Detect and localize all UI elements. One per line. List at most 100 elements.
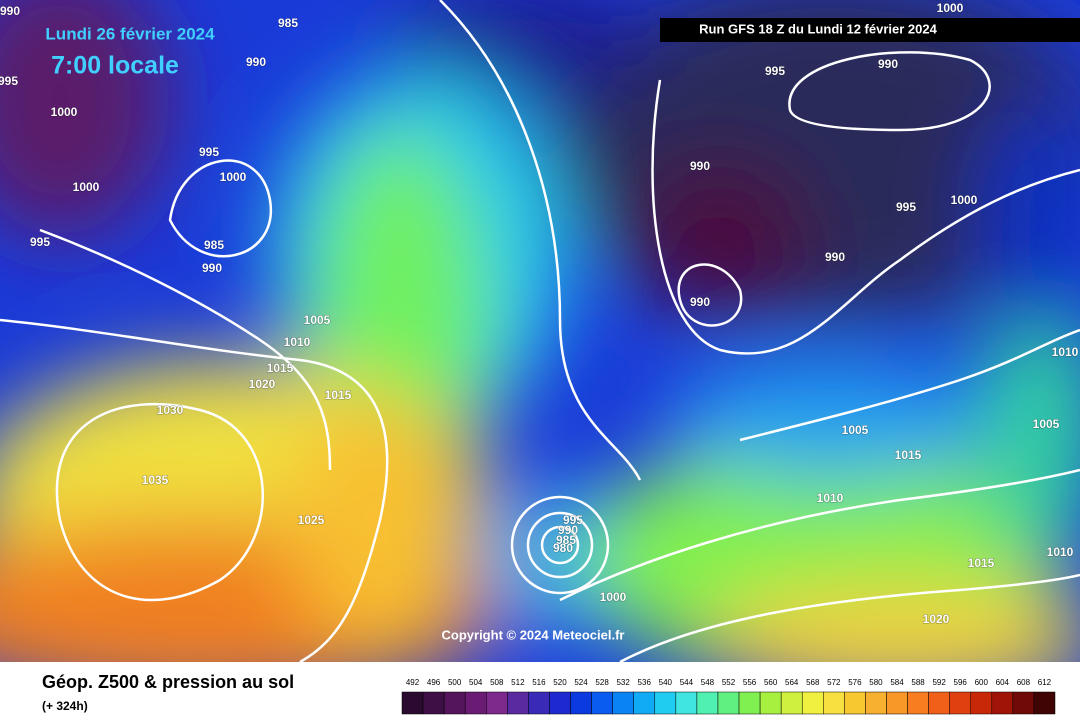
colorbar-swatch — [676, 692, 697, 714]
colorbar-label: 564 — [785, 678, 799, 687]
colorbar-label: 556 — [743, 678, 757, 687]
isobar-label: 995 — [199, 145, 219, 159]
colorbar-label: 612 — [1038, 678, 1052, 687]
colorbar-swatch — [844, 692, 865, 714]
colorbar-swatch — [739, 692, 760, 714]
colorbar-label: 588 — [911, 678, 925, 687]
colorbar-swatch — [507, 692, 528, 714]
isobar-label: 985 — [278, 16, 298, 30]
isobar-label: 990 — [825, 250, 845, 264]
colorbar-swatch — [592, 692, 613, 714]
colorbar-swatch — [423, 692, 444, 714]
colorbar-swatch — [971, 692, 992, 714]
isobar-label: 1000 — [73, 180, 100, 194]
colorbar-swatch — [908, 692, 929, 714]
isobar-label: 995 — [765, 64, 785, 78]
isobar-label: 1030 — [157, 403, 184, 417]
colorbar-swatch — [613, 692, 634, 714]
isobar-label: 1000 — [220, 170, 247, 184]
date-label: Lundi 26 février 2024 — [45, 24, 215, 43]
colorbar-swatch — [823, 692, 844, 714]
colorbar-swatch — [655, 692, 676, 714]
isobar-label: 990 — [690, 159, 710, 173]
colorbar-label: 608 — [1017, 678, 1031, 687]
isobar-label: 1010 — [817, 491, 844, 505]
isobar-label: 995 — [30, 235, 50, 249]
isobar-label: 1035 — [142, 473, 169, 487]
colorbar-label: 524 — [574, 678, 588, 687]
colorbar-swatch — [992, 692, 1013, 714]
colorbar-label: 600 — [975, 678, 989, 687]
isobar-label: 990 — [246, 55, 266, 69]
isobar-label: 1020 — [249, 377, 276, 391]
isobar-label: 1015 — [325, 388, 352, 402]
colorbar-swatch — [865, 692, 886, 714]
colorbar-swatch — [549, 692, 570, 714]
isobar-label: 1000 — [951, 193, 978, 207]
colorbar-label: 516 — [532, 678, 546, 687]
colorbar-swatch — [760, 692, 781, 714]
colorbar-label: 572 — [827, 678, 841, 687]
run-label: Run GFS 18 Z du Lundi 12 février 2024 — [699, 21, 937, 36]
colorbar-swatch — [528, 692, 549, 714]
colorbar-swatch — [1034, 692, 1055, 714]
colorbar-label: 604 — [996, 678, 1010, 687]
copyright: Copyright © 2024 Meteociel.fr — [442, 627, 625, 642]
colorbar-label: 548 — [701, 678, 715, 687]
isobar-label: 1000 — [51, 105, 78, 119]
isobar-label: 1005 — [1033, 417, 1060, 431]
colorbar-label: 560 — [764, 678, 778, 687]
colorbar-label: 592 — [932, 678, 946, 687]
footer-lead: (+ 324h) — [42, 699, 88, 713]
colorbar-swatch — [634, 692, 655, 714]
isobar-label: 1015 — [895, 448, 922, 462]
colorbar-swatch — [465, 692, 486, 714]
isobar-label: 985 — [204, 238, 224, 252]
colorbar-label: 496 — [427, 678, 441, 687]
colorbar-label: 492 — [406, 678, 420, 687]
isobar-label: 995 — [896, 200, 916, 214]
colorbar-swatch — [802, 692, 823, 714]
colorbar-swatch — [1013, 692, 1034, 714]
isobar-label: 1010 — [1047, 545, 1074, 559]
colorbar-swatch — [697, 692, 718, 714]
isobar-label: 995 — [0, 74, 18, 88]
colorbar-label: 532 — [616, 678, 630, 687]
isobar-label: 990 — [690, 295, 710, 309]
colorbar-label: 508 — [490, 678, 504, 687]
colorbar-label: 500 — [448, 678, 462, 687]
time-label: 7:00 locale — [51, 52, 179, 80]
isobar-label: 980 — [553, 541, 573, 555]
isobar-label: 1000 — [600, 590, 627, 604]
field: Lundi 26 février 2024 7:00 locale Run GF… — [0, 0, 1080, 700]
colorbar-swatch — [950, 692, 971, 714]
isobar-label: 1010 — [1052, 345, 1079, 359]
colorbar-label: 584 — [890, 678, 904, 687]
isobar-label: 1015 — [267, 361, 294, 375]
colorbar-label: 512 — [511, 678, 525, 687]
colorbar-label: 536 — [638, 678, 652, 687]
colorbar-swatch — [718, 692, 739, 714]
isobar-label: 990 — [0, 4, 20, 18]
isobar-label: 1005 — [842, 423, 869, 437]
colorbar-swatch — [571, 692, 592, 714]
isobar-label: 1025 — [298, 513, 325, 527]
colorbar-label: 520 — [553, 678, 567, 687]
colorbar-label: 576 — [848, 678, 862, 687]
colorbar-swatch — [486, 692, 507, 714]
footer-title: Géop. Z500 & pression au sol — [42, 672, 294, 692]
isobar-label: 990 — [202, 261, 222, 275]
colorbar-label: 544 — [680, 678, 694, 687]
isobar-label: 1000 — [937, 1, 964, 15]
isobar-label: 1005 — [304, 313, 331, 327]
isobar-label: 990 — [878, 57, 898, 71]
isobar-label: 1015 — [968, 556, 995, 570]
isobar-label: 1010 — [284, 335, 311, 349]
colorbar-swatch — [402, 692, 423, 714]
colorbar-swatch — [886, 692, 907, 714]
colorbar-label: 580 — [869, 678, 883, 687]
colorbar-swatch — [444, 692, 465, 714]
colorbar-label: 504 — [469, 678, 483, 687]
colorbar-swatch — [929, 692, 950, 714]
